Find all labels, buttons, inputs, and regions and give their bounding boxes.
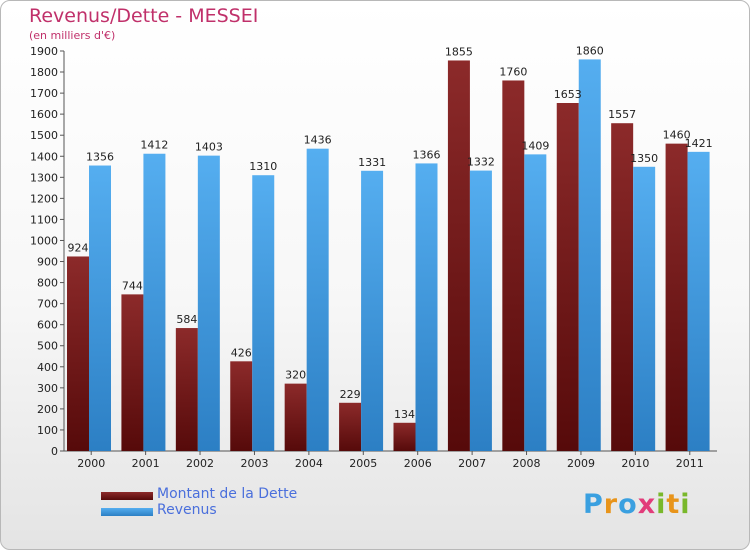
bar-dette-2009: [556, 103, 579, 451]
x-tick-label-2001: 2001: [132, 457, 160, 470]
y-tick-label: 1800: [30, 66, 58, 79]
label-revenus-2007: 1332: [467, 156, 495, 169]
label-revenus-2004: 1436: [304, 134, 332, 147]
x-tick-label-2003: 2003: [240, 457, 268, 470]
label-revenus-2002: 1403: [195, 141, 223, 154]
y-tick-label: 300: [37, 382, 58, 395]
y-tick-label: 1200: [30, 192, 58, 205]
x-tick-label-2008: 2008: [513, 457, 541, 470]
data-labels: 924 1356 744 1412 584 1403 426 1310 320 1436 229 13…: [68, 44, 713, 420]
logo-letter-3: x: [637, 489, 657, 520]
bar-dette-2005: [339, 402, 362, 451]
label-revenus-2008: 1409: [521, 139, 549, 152]
bar-dette-2007: [447, 60, 470, 451]
bar-revenus-2011: [687, 151, 710, 451]
x-tick-label-2005: 2005: [349, 457, 377, 470]
label-dette-2000: 924: [68, 241, 89, 254]
x-tick-label-2007: 2007: [458, 457, 486, 470]
legend-label-revenus: Revenus: [157, 502, 217, 518]
label-revenus-2010: 1350: [630, 152, 658, 165]
y-tick-label: 900: [37, 256, 58, 269]
logo-letter-6: i: [680, 489, 691, 520]
x-tick-label-2006: 2006: [404, 457, 432, 470]
bar-revenus-2004: [306, 148, 329, 451]
y-tick-label: 1900: [30, 45, 58, 58]
legend-swatch-dette: [101, 492, 153, 500]
y-tick-label: 600: [37, 319, 58, 332]
y-tick-label: 1300: [30, 171, 58, 184]
logo-letter-0: P: [583, 489, 604, 520]
bar-dette-2008: [502, 80, 525, 451]
y-tick-label: 400: [37, 361, 58, 374]
y-tick-label: 1700: [30, 87, 58, 100]
bar-revenus-2010: [633, 166, 656, 451]
y-tick-label: 0: [51, 445, 58, 458]
bars: [67, 59, 710, 452]
logo-letter-1: r: [603, 489, 619, 520]
label-dette-2010: 1557: [608, 108, 636, 121]
label-dette-2005: 229: [340, 388, 361, 401]
label-revenus-2001: 1412: [140, 139, 168, 152]
label-dette-2003: 426: [231, 346, 252, 359]
bar-revenus-2007: [469, 170, 492, 451]
y-tick-label: 1600: [30, 108, 58, 121]
bar-revenus-2005: [361, 170, 384, 451]
x-tick-label-2000: 2000: [77, 457, 105, 470]
bar-revenus-2008: [524, 154, 547, 452]
bar-revenus-2009: [578, 59, 601, 451]
bar-revenus-2006: [415, 163, 438, 451]
logo-letter-4: i: [656, 489, 667, 520]
bar-revenus-2001: [143, 153, 166, 451]
bar-dette-2011: [665, 143, 688, 451]
bar-revenus-2003: [252, 175, 275, 452]
bar-dette-2004: [284, 383, 307, 451]
bar-dette-2006: [393, 422, 416, 451]
y-tick-label: 700: [37, 298, 58, 311]
bar-dette-2001: [121, 294, 144, 451]
label-dette-2009: 1653: [554, 88, 582, 101]
label-revenus-2003: 1310: [249, 160, 277, 173]
x-tick-label-2011: 2011: [676, 457, 704, 470]
x-tick-label-2010: 2010: [621, 457, 649, 470]
chart-subtitle: (en milliers d'€): [29, 29, 116, 42]
axes: 0 100 200 300 400 500 600 700 800 900 1000 1100 1200…: [30, 45, 717, 470]
y-tick-label: 200: [37, 403, 58, 416]
chart-title: Revenus/Dette - MESSEI: [29, 5, 259, 27]
bar-dette-2000: [67, 256, 89, 451]
x-tick-label-2004: 2004: [295, 457, 323, 470]
proxiti-logo: Proxiti: [583, 489, 691, 520]
bar-dette-2010: [611, 123, 634, 452]
bar-dette-2002: [175, 328, 198, 451]
label-dette-2008: 1760: [499, 65, 527, 78]
label-dette-2001: 744: [122, 279, 143, 292]
label-dette-2007: 1855: [445, 45, 473, 58]
x-tick-label-2002: 2002: [186, 457, 214, 470]
y-tick-label: 100: [37, 424, 58, 437]
label-dette-2004: 320: [285, 369, 306, 382]
x-tick-label-2009: 2009: [567, 457, 595, 470]
label-revenus-2005: 1331: [358, 156, 386, 169]
legend-label-dette: Montant de la Dette: [157, 486, 298, 502]
label-revenus-2000: 1356: [86, 151, 114, 164]
y-tick-label: 1500: [30, 129, 58, 142]
legend-swatch-revenus: [101, 508, 153, 516]
y-tick-label: 1400: [30, 150, 58, 163]
y-tick-label: 500: [37, 340, 58, 353]
bar-revenus-2002: [197, 155, 220, 451]
y-tick-label: 1000: [30, 234, 58, 247]
label-dette-2006: 134: [394, 408, 415, 421]
label-dette-2002: 584: [176, 313, 197, 326]
bar-dette-2003: [230, 361, 253, 451]
logo-letter-2: o: [618, 489, 638, 520]
y-tick-label: 1100: [30, 213, 58, 226]
label-revenus-2011: 1421: [685, 137, 713, 150]
label-revenus-2009: 1860: [576, 44, 604, 57]
label-revenus-2006: 1366: [413, 148, 441, 161]
logo-letter-5: t: [666, 489, 681, 520]
bar-revenus-2000: [89, 165, 111, 452]
label-dette-2011: 1460: [663, 129, 691, 142]
y-tick-label: 800: [37, 277, 58, 290]
